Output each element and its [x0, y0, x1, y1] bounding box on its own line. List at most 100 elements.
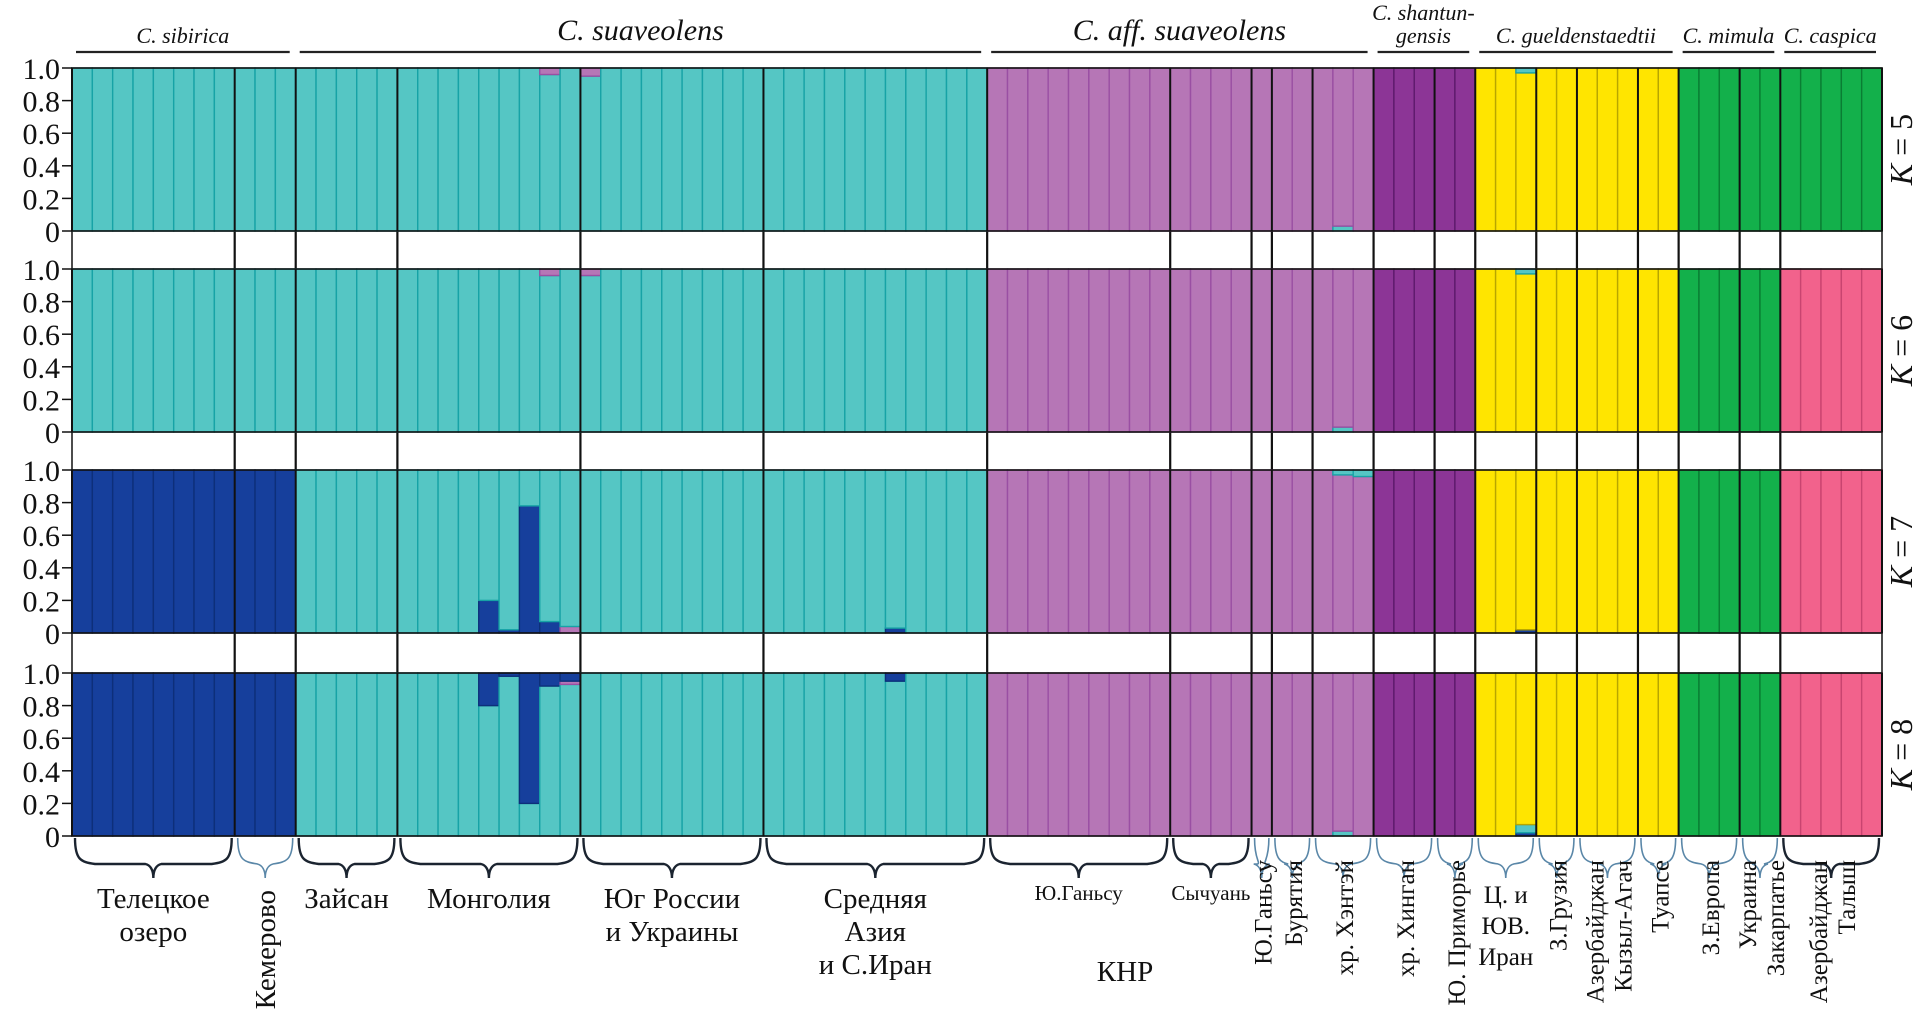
population-label: Телецкое	[97, 883, 210, 915]
membership-bar-segment	[559, 67, 582, 232]
membership-bar-segment	[1047, 268, 1070, 433]
membership-bar-segment	[640, 672, 663, 837]
membership-bar-segment	[1149, 67, 1171, 232]
membership-bar-segment	[1372, 268, 1395, 433]
membership-bar-segment	[803, 672, 826, 837]
membership-bar-segment	[1413, 67, 1436, 232]
y-tick-label: 1.0	[23, 658, 61, 691]
membership-bar-segment	[1677, 67, 1700, 232]
membership-bar-segment	[1759, 672, 1782, 837]
membership-bar-segment	[1128, 469, 1151, 634]
membership-bar-segment	[1494, 268, 1517, 433]
membership-bar-segment	[1047, 469, 1070, 634]
membership-bar-segment	[335, 672, 358, 837]
membership-bar-segment	[1555, 672, 1578, 837]
membership-bar-segment	[417, 268, 439, 433]
membership-bar-segment	[71, 268, 94, 433]
membership-bar-segment	[1555, 469, 1578, 634]
membership-bar-segment	[1840, 672, 1863, 837]
membership-bar-segment	[1616, 469, 1639, 634]
population-brace	[988, 837, 1169, 879]
membership-bar-segment	[518, 67, 541, 232]
membership-bar-segment	[1535, 67, 1558, 232]
membership-bar-segment	[539, 274, 561, 433]
membership-bar-segment	[722, 672, 744, 837]
membership-bar-segment	[1474, 67, 1497, 232]
membership-bar-segment	[1515, 469, 1537, 631]
membership-bar-segment	[864, 67, 887, 232]
membership-bar-segment	[152, 469, 175, 634]
membership-bar-segment	[945, 268, 968, 433]
membership-bar-segment	[1860, 268, 1883, 433]
membership-bar-segment	[1718, 469, 1741, 634]
membership-bar-segment	[823, 67, 846, 232]
membership-bar-segment	[1352, 67, 1375, 232]
membership-bar-segment	[559, 469, 582, 628]
membership-bar-segment	[1616, 672, 1639, 837]
membership-bar-segment	[376, 268, 399, 433]
membership-bar-segment	[1698, 469, 1721, 634]
membership-bar-segment	[1779, 672, 1802, 837]
y-tick-label: 0.4	[23, 756, 61, 789]
membership-bar-segment	[1311, 268, 1334, 433]
membership-bar-segment	[1433, 67, 1456, 232]
membership-bar-segment	[457, 67, 480, 232]
population-label: Закарпатье	[1763, 860, 1790, 976]
membership-bar-segment	[1189, 469, 1212, 634]
species-label: C. gueldenstaedtii	[1496, 23, 1656, 48]
membership-bar-segment	[681, 469, 704, 634]
membership-bar-segment	[539, 620, 561, 634]
membership-bar-segment	[254, 469, 277, 634]
membership-bar-segment	[681, 268, 704, 433]
membership-bar-segment	[1779, 268, 1802, 433]
population-brace	[1172, 837, 1250, 879]
membership-bar-segment	[1657, 268, 1680, 433]
membership-bar-segment	[1637, 67, 1659, 232]
membership-bar-segment	[1230, 67, 1253, 232]
membership-bar-segment	[1332, 672, 1354, 832]
membership-bar-segment	[396, 268, 419, 433]
membership-bar-segment	[1576, 67, 1598, 232]
membership-bar-segment	[1799, 672, 1822, 837]
membership-bar-segment	[925, 268, 948, 433]
membership-bar-segment	[518, 469, 541, 507]
membership-bar-segment	[579, 268, 602, 277]
membership-bar-segment	[1067, 672, 1090, 837]
membership-bar-segment	[579, 67, 602, 77]
membership-bar-segment	[437, 469, 460, 634]
membership-bar-segment	[905, 672, 927, 837]
membership-bar-segment	[579, 274, 602, 433]
membership-bar-segment	[661, 469, 683, 634]
membership-bar-segment	[864, 268, 887, 433]
panels: 1.00.80.60.40.20K = 51.00.80.60.40.20K =…	[23, 53, 1920, 854]
membership-bar-segment	[539, 469, 561, 623]
membership-bar-segment	[1128, 268, 1151, 433]
membership-bar-segment	[254, 672, 277, 837]
membership-bar-segment	[661, 672, 683, 837]
membership-bar-segment	[213, 469, 236, 634]
y-tick-label: 1.0	[23, 254, 61, 287]
membership-bar-segment	[762, 672, 785, 837]
membership-bar-segment	[457, 672, 480, 837]
membership-bar-segment	[437, 67, 460, 232]
membership-bar-segment	[111, 672, 134, 837]
membership-bar-segment	[1779, 469, 1802, 634]
membership-bar-segment	[844, 469, 866, 634]
population-label: Кызыл-Агач	[1610, 860, 1637, 992]
membership-bar-segment	[1576, 672, 1598, 837]
membership-bar-segment	[762, 469, 785, 634]
membership-bar-segment	[701, 67, 724, 232]
membership-bar-segment	[1840, 268, 1863, 433]
y-tick-label: 0.6	[23, 520, 61, 553]
membership-bar-segment	[620, 67, 643, 232]
membership-bar-segment	[172, 469, 195, 634]
membership-bar-segment	[152, 67, 175, 232]
membership-bar-segment	[1454, 469, 1476, 634]
membership-bar-segment	[91, 67, 114, 232]
membership-bar-segment	[844, 67, 866, 232]
y-tick-label: 0.8	[23, 691, 61, 724]
membership-bar-segment	[1413, 672, 1436, 837]
membership-bar-segment	[884, 672, 907, 682]
membership-bar-segment	[478, 672, 500, 707]
y-tick-label: 0	[45, 216, 60, 249]
